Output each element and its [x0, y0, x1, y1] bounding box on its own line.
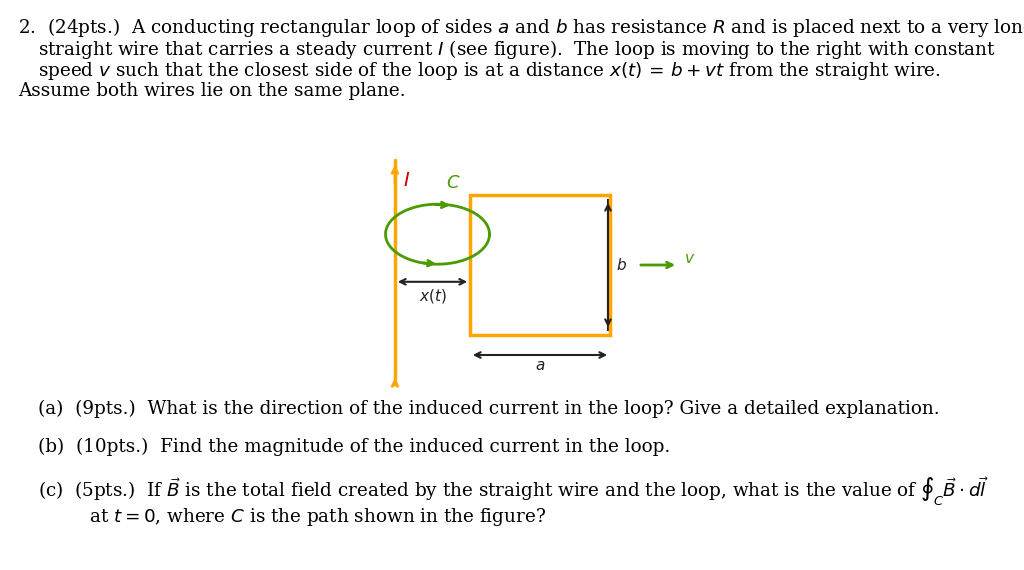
- Text: 2.  (24pts.)  A conducting rectangular loop of sides $a$ and $b$ has resistance : 2. (24pts.) A conducting rectangular loo…: [18, 16, 1024, 39]
- Bar: [470, 195, 610, 335]
- Text: (a)  (9pts.)  What is the direction of the induced current in the loop? Give a d: (a) (9pts.) What is the direction of the…: [38, 400, 940, 418]
- Text: speed $v$ such that the closest side of the loop is at a distance $x(t)\, =\, b : speed $v$ such that the closest side of …: [38, 60, 941, 82]
- Text: (c)  (5pts.)  If $\vec{B}$ is the total field created by the straight wire and t: (c) (5pts.) If $\vec{B}$ is the total fi…: [38, 475, 989, 508]
- Text: $v$: $v$: [684, 252, 695, 266]
- Text: Assume both wires lie on the same plane.: Assume both wires lie on the same plane.: [18, 82, 406, 100]
- Text: $b$: $b$: [616, 257, 627, 273]
- Text: $I$: $I$: [403, 172, 411, 190]
- Text: $a$: $a$: [535, 359, 545, 373]
- Text: at $t = 0$, where $C$ is the path shown in the figure?: at $t = 0$, where $C$ is the path shown …: [60, 506, 546, 528]
- Text: $C$: $C$: [445, 174, 460, 192]
- Text: $x(t)$: $x(t)$: [419, 287, 446, 305]
- Text: straight wire that carries a steady current $I$ (see figure).  The loop is movin: straight wire that carries a steady curr…: [38, 38, 996, 61]
- Text: (b)  (10pts.)  Find the magnitude of the induced current in the loop.: (b) (10pts.) Find the magnitude of the i…: [38, 437, 671, 455]
